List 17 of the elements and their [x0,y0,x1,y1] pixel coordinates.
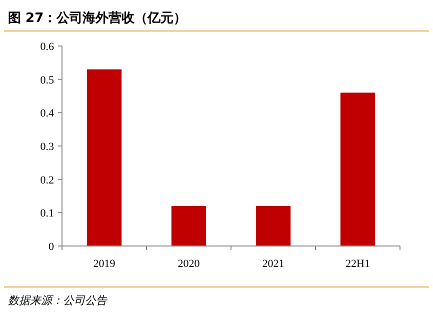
y-tick-label: 0 [48,241,54,253]
bar [171,206,206,246]
x-tick-label: 2021 [262,258,284,270]
y-tick-label: 0.4 [40,108,54,120]
x-tick-label: 2019 [93,258,116,270]
bar [86,69,122,246]
x-tick-label: 22H1 [346,258,370,270]
y-tick-label: 0.6 [40,41,54,53]
y-tick-label: 0.1 [40,208,54,220]
bar [340,92,376,246]
source-note: 数据来源：公司公告 [8,294,108,307]
y-tick-label: 0.2 [40,174,54,186]
bar [256,206,291,246]
chart-title: 图 27：公司海外营收（亿元） [8,10,187,26]
x-tick-label: 2020 [178,258,200,270]
y-tick-label: 0.3 [40,141,54,153]
y-tick-label: 0.5 [40,74,54,86]
